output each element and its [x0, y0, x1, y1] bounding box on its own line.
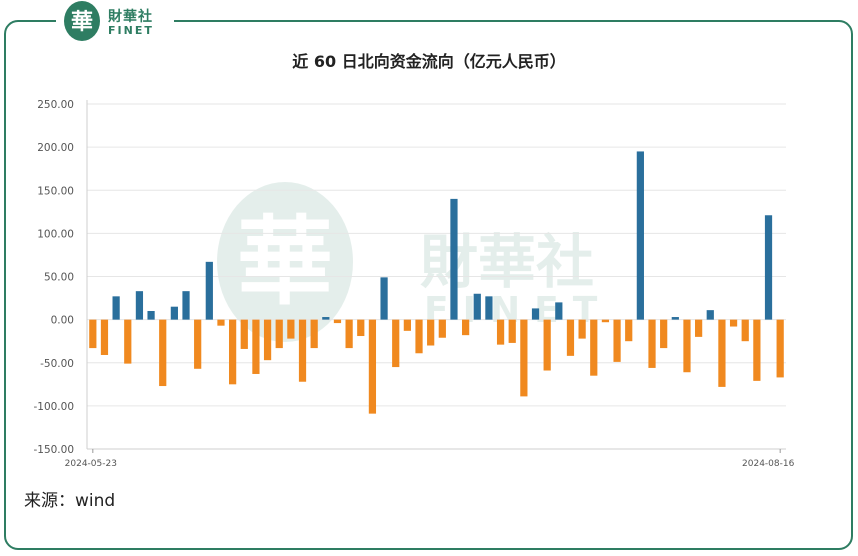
bar — [566, 319, 575, 356]
bar — [578, 319, 586, 339]
bar — [252, 319, 260, 374]
brand-name-cn: 財華社 — [108, 9, 153, 25]
bar — [508, 319, 516, 343]
bar — [217, 319, 225, 326]
bar — [601, 319, 610, 323]
x-tick-label: 2024-05-23 — [65, 459, 117, 469]
bar — [170, 306, 178, 320]
bar — [613, 319, 621, 362]
bar — [229, 319, 237, 385]
bar — [112, 296, 120, 320]
bar — [263, 319, 272, 361]
watermark-char: 華 — [237, 206, 333, 318]
bar — [695, 319, 703, 337]
bar — [287, 319, 295, 339]
bar — [438, 319, 446, 338]
y-tick-label: 50.00 — [44, 272, 74, 284]
chart-title: 近 60 日北向资金流向（亿元人民币） — [292, 52, 566, 71]
bar — [718, 319, 726, 387]
y-tick-label: 200.00 — [37, 142, 74, 154]
y-tick-label: 0.00 — [51, 315, 74, 327]
y-tick-label: 150.00 — [37, 185, 74, 197]
bar — [625, 319, 633, 342]
bar — [531, 308, 540, 320]
x-tick-label: 2024-08-16 — [742, 459, 795, 469]
watermark-name-cn: 財華社 — [420, 228, 594, 296]
bar — [590, 319, 598, 376]
seal-icon: 華 — [64, 1, 100, 41]
bar — [392, 319, 400, 368]
bar — [753, 319, 761, 381]
bar — [135, 291, 144, 320]
bar — [496, 319, 505, 345]
bar — [636, 151, 644, 320]
bar — [298, 319, 307, 382]
brand-name-en: FINET — [108, 24, 154, 37]
bar — [555, 302, 563, 320]
bar — [660, 319, 668, 349]
source-note: 来源：wind — [24, 491, 116, 511]
brand-logo: 華 財華社 FINET — [56, 0, 174, 42]
watermark: 華 財華社 FINET — [217, 182, 597, 342]
bar — [194, 319, 202, 369]
bar — [275, 319, 283, 349]
y-tick-label: -150.00 — [33, 444, 74, 456]
bar — [322, 317, 330, 320]
bar — [706, 310, 714, 320]
y-tick-label: 100.00 — [37, 228, 74, 240]
bar — [450, 198, 458, 320]
bar — [368, 319, 377, 414]
bar — [776, 319, 784, 378]
bar — [403, 319, 411, 331]
bar — [543, 319, 551, 371]
bar — [100, 319, 109, 355]
bar — [485, 296, 493, 320]
bar — [159, 319, 167, 387]
bar — [729, 319, 738, 327]
bar — [520, 319, 528, 397]
bar — [427, 319, 435, 346]
bar — [357, 319, 365, 337]
bar — [205, 261, 213, 320]
bar — [89, 319, 97, 349]
bar — [124, 319, 132, 364]
bar — [473, 293, 481, 320]
y-tick-label: -50.00 — [40, 358, 74, 370]
bar — [648, 319, 656, 368]
y-tick-label: 250.00 — [37, 99, 74, 111]
bar — [345, 319, 353, 349]
bar — [741, 319, 749, 342]
bar — [310, 319, 318, 349]
y-tick-label: -100.00 — [33, 401, 74, 413]
bar — [462, 319, 470, 336]
card-frame — [4, 20, 853, 550]
bar — [764, 215, 773, 320]
bar — [182, 291, 190, 320]
bar — [671, 317, 679, 320]
seal-char: 華 — [71, 10, 93, 35]
bar — [147, 311, 155, 320]
bar — [333, 319, 342, 324]
bar — [380, 277, 388, 320]
bar — [240, 319, 248, 349]
bar — [683, 319, 691, 373]
bar — [415, 319, 423, 354]
